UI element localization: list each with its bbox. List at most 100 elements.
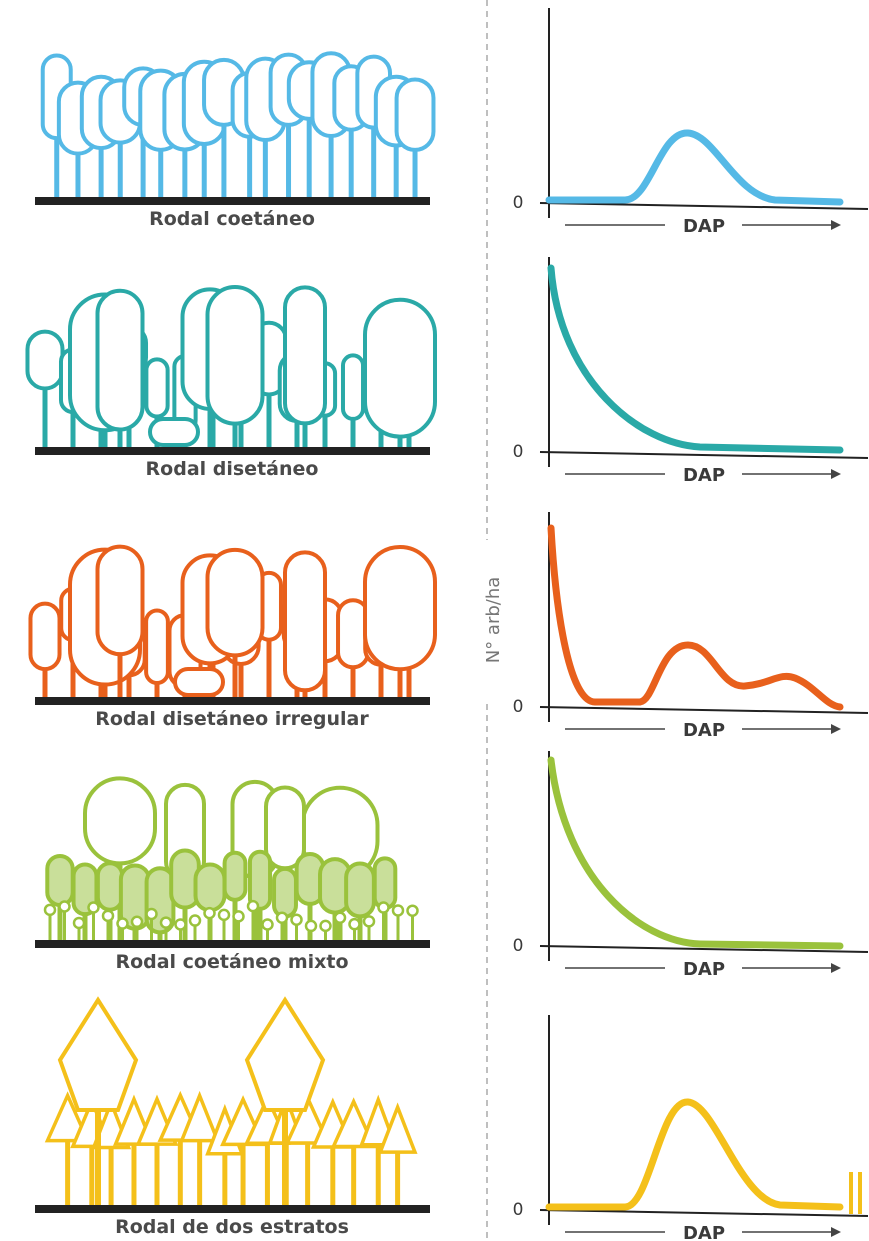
trunk <box>65 1136 70 1205</box>
trunk <box>182 146 187 197</box>
ground <box>35 1205 430 1213</box>
trunk <box>351 1142 356 1205</box>
x-axis-label: DAP <box>683 216 725 237</box>
infographic: N° arb/ha Rodal coetáneo 0 DAP Rodal disetá… <box>0 0 869 1241</box>
ground <box>35 197 430 205</box>
crown <box>60 1000 136 1110</box>
crown <box>247 1000 323 1110</box>
crown <box>30 604 59 669</box>
sapling <box>277 913 287 923</box>
zero-label: 0 <box>513 193 524 213</box>
sapling <box>60 902 70 912</box>
trunk <box>95 1110 101 1205</box>
sapling <box>132 917 142 927</box>
trunk <box>222 1149 227 1205</box>
trunk <box>118 139 123 197</box>
trunk <box>131 1139 136 1205</box>
sapling <box>379 903 389 913</box>
zero-label: 0 <box>513 697 524 717</box>
trunk <box>233 651 238 697</box>
stand-label: Rodal disetáneo irregular <box>95 708 369 730</box>
stand-illustration <box>30 547 435 697</box>
crown <box>27 332 62 389</box>
arrow-head <box>831 1227 841 1237</box>
crown <box>365 547 435 669</box>
sapling <box>89 902 99 912</box>
sapling <box>321 921 331 931</box>
arrow-head <box>831 724 841 734</box>
stand-illustration <box>43 53 434 197</box>
sapling <box>408 906 418 916</box>
crown <box>375 858 396 908</box>
crown <box>146 359 167 416</box>
crown <box>98 291 143 430</box>
sapling <box>190 916 200 926</box>
crown <box>47 856 72 905</box>
curve <box>549 1102 840 1207</box>
stand-illustration <box>27 287 435 447</box>
trunk <box>267 636 272 697</box>
trunk <box>99 144 104 197</box>
trunk <box>371 124 376 197</box>
crown <box>274 869 296 917</box>
trunk <box>394 141 399 197</box>
trunk <box>75 150 80 197</box>
trunk <box>107 920 110 940</box>
stand-label: Rodal coetáneo <box>149 208 315 230</box>
trunk <box>329 132 334 197</box>
sapling <box>292 915 302 925</box>
sapling <box>161 918 171 928</box>
sapling <box>306 921 316 931</box>
trunk <box>252 910 255 940</box>
crown <box>208 287 263 424</box>
trunk <box>339 922 342 940</box>
trunk <box>241 1139 246 1205</box>
sapling <box>393 905 403 915</box>
trunk <box>305 1138 310 1205</box>
crown <box>208 550 263 655</box>
trunk <box>395 1147 400 1205</box>
trunk <box>413 146 418 197</box>
sapling <box>103 911 113 921</box>
curve <box>551 528 840 707</box>
crown <box>285 552 325 690</box>
sapling <box>74 918 84 928</box>
crown <box>397 79 434 149</box>
trunk <box>221 121 226 197</box>
crown <box>346 863 374 916</box>
sapling <box>118 919 128 929</box>
trunk <box>154 1139 159 1205</box>
trunk <box>411 915 414 940</box>
crown <box>365 300 435 437</box>
ground <box>35 940 430 948</box>
bar <box>849 1172 853 1214</box>
crown <box>225 853 246 900</box>
sapling <box>350 919 360 929</box>
curve <box>551 268 840 450</box>
zero-label: 0 <box>513 1200 524 1220</box>
trunk <box>281 922 284 940</box>
trunk <box>150 918 153 940</box>
x-axis-label: DAP <box>683 959 725 980</box>
trunk <box>54 134 59 197</box>
trunk <box>158 146 163 197</box>
trunk <box>178 1135 183 1205</box>
curve <box>549 133 840 202</box>
trunk <box>63 911 66 940</box>
sapling <box>205 908 215 918</box>
sapling <box>176 919 186 929</box>
crown <box>175 669 223 695</box>
sapling <box>364 916 374 926</box>
stand-label: Rodal disetáneo <box>146 458 319 480</box>
crown <box>150 419 198 445</box>
trunk <box>247 133 252 197</box>
trunk <box>382 912 385 940</box>
x-axis-label: DAP <box>683 720 725 741</box>
trunk <box>265 1138 270 1205</box>
trunk <box>267 390 272 447</box>
y-axis-label: N° arb/ha <box>483 577 504 664</box>
trunk <box>89 1141 94 1205</box>
sapling <box>219 910 229 920</box>
ground <box>35 447 430 455</box>
arrow-head <box>831 469 841 479</box>
